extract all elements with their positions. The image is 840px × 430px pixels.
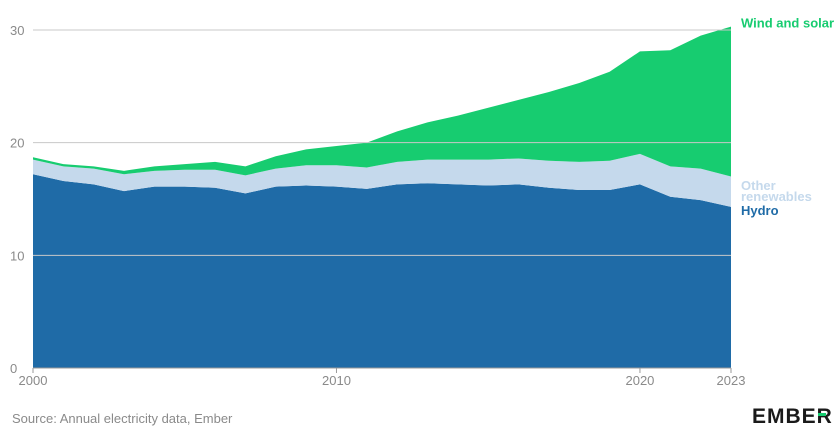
ember-logo-text: EMBER [752, 405, 833, 428]
series-label-line: Hydro [741, 203, 779, 218]
source-note: Source: Annual electricity data, Ember [12, 411, 233, 426]
y-tick-label: 30 [10, 23, 24, 38]
ember-logo: EMBER [752, 405, 833, 428]
y-tick-label: 0 [10, 361, 17, 376]
series-label-wind-and-solar: Wind and solar [741, 16, 834, 31]
series-label-line: renewables [741, 189, 812, 204]
x-tick-label: 2010 [322, 373, 351, 388]
series-label-line: Other [741, 178, 776, 193]
x-tick-label: 2000 [19, 373, 48, 388]
gridlines-layer [33, 29, 731, 256]
series-label-other-renewables: Other renewables [741, 178, 812, 204]
y-tick-label: 10 [10, 248, 24, 263]
area-other-renewables [33, 153, 731, 207]
logo-accent [818, 413, 826, 416]
area-wind-and-solar [33, 26, 731, 177]
x-tick-label: 2020 [625, 373, 654, 388]
x-axis: 2000 2010 2020 2023 [19, 367, 746, 388]
series-label-hydro: Hydro [741, 203, 779, 218]
y-tick-label: 20 [10, 136, 24, 151]
y-axis: 0 10 20 30 [10, 23, 24, 376]
areas-layer [33, 26, 731, 368]
area-hydro [33, 174, 731, 368]
x-tick-label: 2023 [717, 373, 746, 388]
series-label-line: Wind and solar [741, 16, 834, 31]
